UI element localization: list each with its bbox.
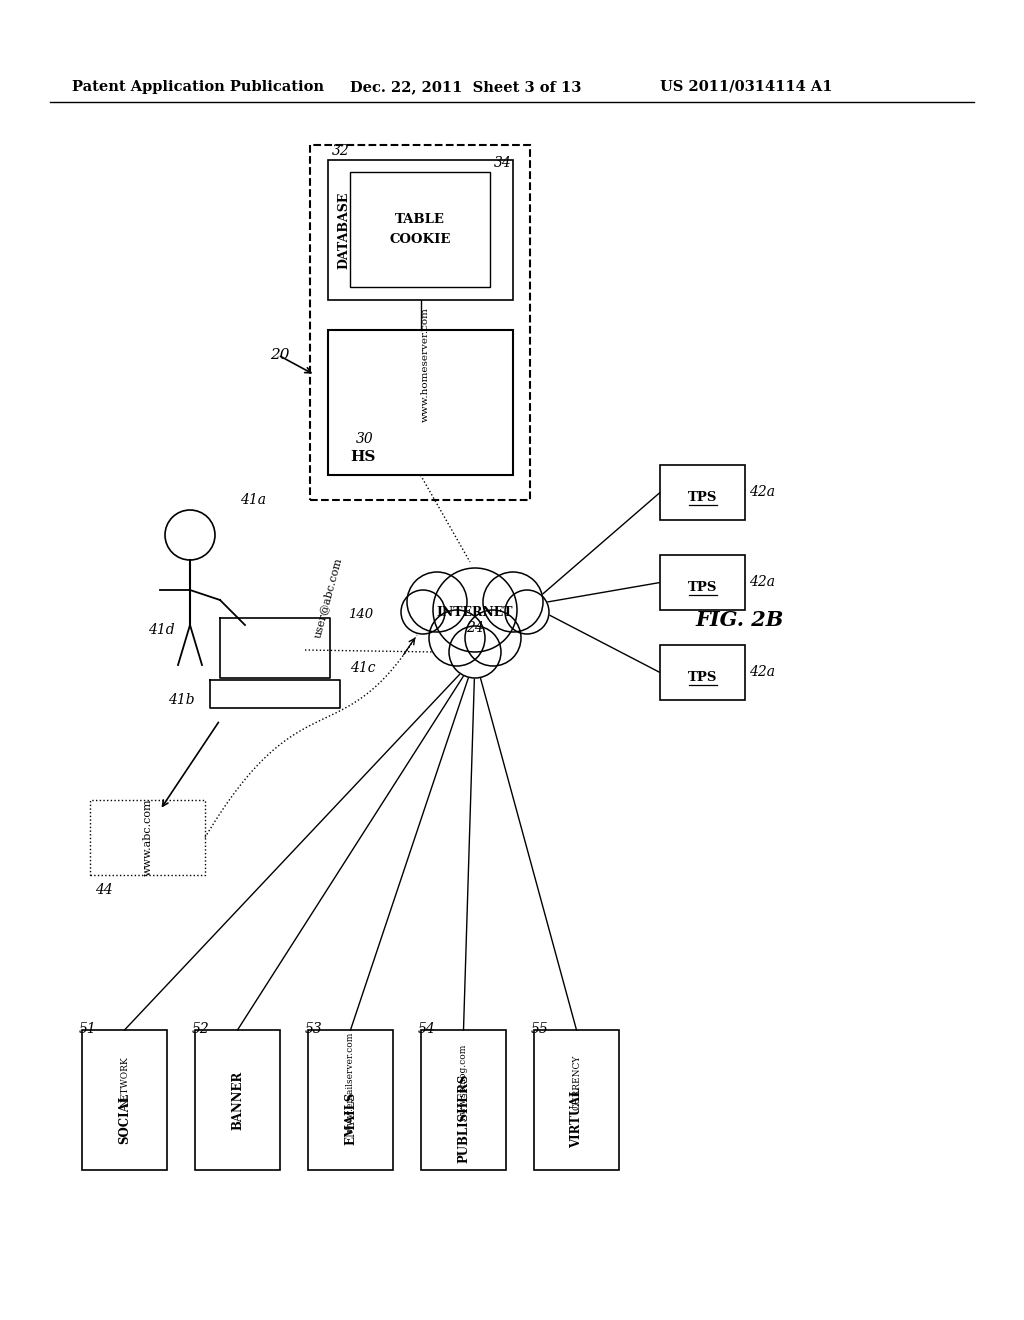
Text: TPS: TPS — [688, 491, 717, 504]
Text: 32: 32 — [332, 144, 350, 158]
Text: 42a: 42a — [749, 576, 775, 590]
Text: SOCIAL: SOCIAL — [118, 1093, 131, 1143]
Text: HS: HS — [350, 450, 376, 465]
Text: FIG. 2B: FIG. 2B — [695, 610, 783, 630]
Text: www.spmog.com: www.spmog.com — [459, 1043, 468, 1121]
Text: VIRTUAL: VIRTUAL — [570, 1088, 583, 1148]
Text: www.abc.com: www.abc.com — [142, 799, 153, 876]
Circle shape — [465, 610, 521, 667]
Circle shape — [483, 572, 543, 632]
Text: 53: 53 — [305, 1022, 323, 1036]
Text: 44: 44 — [95, 883, 113, 898]
Circle shape — [449, 626, 501, 678]
Bar — [195, 1030, 280, 1170]
Text: 41a: 41a — [240, 492, 266, 507]
Text: 24: 24 — [466, 620, 484, 635]
Text: BANNER: BANNER — [231, 1071, 244, 1130]
Text: INTERNET: INTERNET — [437, 606, 513, 619]
Bar — [328, 330, 513, 475]
Text: user@abc.com: user@abc.com — [312, 557, 344, 639]
Bar — [660, 554, 745, 610]
Text: 51: 51 — [79, 1022, 96, 1036]
Bar — [308, 1030, 393, 1170]
Text: PUBLISHERS: PUBLISHERS — [457, 1073, 470, 1163]
Bar — [660, 465, 745, 520]
Text: TPS: TPS — [688, 671, 717, 684]
Text: NETWORK: NETWORK — [120, 1056, 129, 1107]
Text: 52: 52 — [193, 1022, 210, 1036]
Text: EMAILS: EMAILS — [344, 1092, 357, 1144]
Circle shape — [429, 610, 485, 667]
Text: 34: 34 — [494, 156, 512, 170]
Text: TPS: TPS — [688, 581, 717, 594]
Text: 30: 30 — [356, 432, 374, 446]
Circle shape — [505, 590, 549, 634]
Bar — [350, 172, 490, 286]
Text: www.emailserver.com: www.emailserver.com — [346, 1032, 355, 1133]
Bar — [328, 160, 513, 300]
Text: 20: 20 — [270, 348, 290, 362]
Bar — [82, 1030, 167, 1170]
Text: COOKIE: COOKIE — [389, 234, 451, 246]
Text: 42a: 42a — [749, 665, 775, 680]
Circle shape — [407, 572, 467, 632]
Bar — [421, 1030, 506, 1170]
Text: Dec. 22, 2011  Sheet 3 of 13: Dec. 22, 2011 Sheet 3 of 13 — [350, 81, 582, 94]
Text: US 2011/0314114 A1: US 2011/0314114 A1 — [660, 81, 833, 94]
Text: CURRENCY: CURRENCY — [572, 1055, 581, 1110]
Text: 42a: 42a — [749, 486, 775, 499]
Circle shape — [401, 590, 445, 634]
Text: www.homeserver.com: www.homeserver.com — [421, 308, 430, 422]
Bar — [310, 145, 530, 500]
Text: 55: 55 — [531, 1022, 549, 1036]
Text: . . .: . . . — [690, 506, 714, 520]
Text: Patent Application Publication: Patent Application Publication — [72, 81, 324, 94]
Text: 54: 54 — [418, 1022, 436, 1036]
Circle shape — [433, 568, 517, 652]
Bar — [660, 645, 745, 700]
Bar — [90, 800, 205, 875]
Bar — [534, 1030, 618, 1170]
Text: 41b: 41b — [168, 693, 195, 708]
Text: DATABASE: DATABASE — [338, 191, 350, 269]
Text: 140: 140 — [348, 609, 373, 622]
Text: 41c: 41c — [350, 661, 376, 675]
Text: 41d: 41d — [148, 623, 175, 638]
Text: TABLE: TABLE — [395, 213, 445, 226]
